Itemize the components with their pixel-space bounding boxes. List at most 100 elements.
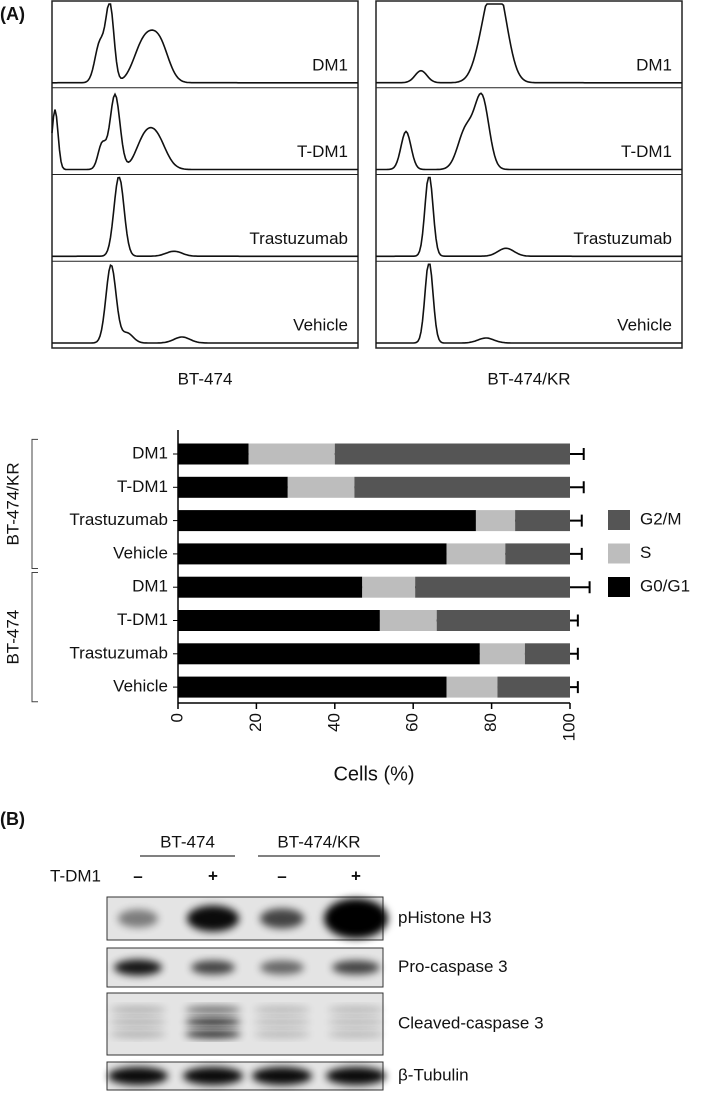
bar-segment <box>287 476 355 498</box>
x-tick-label: 60 <box>403 713 422 732</box>
blot-band <box>328 1018 384 1026</box>
trace-label: Vehicle <box>617 316 672 335</box>
blot-band <box>183 1067 243 1085</box>
y-tick-label: T-DM1 <box>117 477 168 496</box>
blot-band <box>254 1018 310 1026</box>
bar-segment <box>334 443 570 465</box>
blot-band <box>260 960 304 975</box>
trace-label: DM1 <box>312 55 348 74</box>
bar-segment <box>515 510 570 532</box>
legend-label: G2/M <box>640 509 682 528</box>
error-bar <box>570 481 585 494</box>
legend-swatch <box>608 543 630 564</box>
blot-group-label: BT-474 <box>160 832 215 851</box>
histogram-curve <box>52 3 358 84</box>
x-axis-title: Cells (%) <box>333 763 414 785</box>
blot-band <box>185 1018 241 1026</box>
y-tick-label: Vehicle <box>113 543 168 562</box>
x-tick-label: 0 <box>167 713 186 722</box>
blot-group-label: BT-474/KR <box>277 832 360 851</box>
group-bracket <box>31 572 38 703</box>
lane-sign: + <box>351 866 361 885</box>
blot-band <box>260 908 304 929</box>
bar-segment <box>524 643 570 665</box>
blot-band <box>110 1006 166 1014</box>
y-tick-label: DM1 <box>132 443 168 462</box>
error-bar <box>570 647 579 660</box>
blot-band <box>185 1006 241 1014</box>
trace-label: T-DM1 <box>621 142 672 161</box>
histogram-curve <box>52 263 358 344</box>
histogram-curve <box>376 3 682 84</box>
group-label: BT-474/KR <box>3 462 22 545</box>
error-bar <box>570 448 585 460</box>
bar-segment <box>446 676 498 698</box>
y-tick-label: Vehicle <box>113 677 168 696</box>
bar-segment <box>415 576 570 598</box>
legend-swatch <box>608 577 630 597</box>
blot-band <box>332 960 380 975</box>
bar-segment <box>379 610 437 631</box>
blot-band <box>328 1006 384 1014</box>
lane-sign: + <box>208 866 218 885</box>
bar-segment <box>475 510 516 532</box>
legend-label: S <box>640 543 651 562</box>
x-tick-label: 40 <box>324 713 343 732</box>
error-bar <box>570 614 579 627</box>
blot-band <box>110 1018 166 1026</box>
band-label: Cleaved-caspase 3 <box>398 1013 544 1032</box>
blot-band <box>252 1067 312 1085</box>
bar-segment <box>178 643 480 665</box>
bar-segment <box>178 576 363 598</box>
bar-segment <box>497 676 570 698</box>
error-bar <box>570 581 591 594</box>
bar-segment <box>505 543 570 565</box>
histogram-curve <box>376 92 682 171</box>
blot-band <box>328 1030 384 1038</box>
trace-label: Vehicle <box>293 316 348 335</box>
trace-label: Trastuzumab <box>573 229 672 248</box>
error-bar <box>570 681 579 694</box>
y-tick-label: Trastuzumab <box>69 643 168 662</box>
bar-segment <box>362 576 416 598</box>
panel-label: (B) <box>0 809 25 829</box>
treatment-label: T-DM1 <box>50 866 101 885</box>
bar-segment <box>479 643 525 665</box>
y-tick-label: T-DM1 <box>117 610 168 629</box>
legend-label: G0/G1 <box>640 576 690 595</box>
histogram-curve <box>376 263 682 344</box>
error-bar <box>570 514 583 527</box>
bar-segment <box>178 510 476 532</box>
bar-segment <box>178 610 380 631</box>
x-tick-label: 20 <box>246 713 265 732</box>
bar-segment <box>436 610 570 631</box>
blot-band <box>118 909 158 928</box>
lane-sign: – <box>277 866 286 885</box>
blot-band <box>254 1030 310 1038</box>
bar-segment <box>446 543 506 565</box>
blot-band <box>187 905 239 932</box>
bar-segment <box>248 443 335 465</box>
lane-sign: – <box>133 866 142 885</box>
panel-label: (A) <box>0 4 25 24</box>
error-bar <box>570 547 583 560</box>
trace-label: Trastuzumab <box>249 229 348 248</box>
bar-segment <box>178 476 288 498</box>
bar-segment <box>178 676 447 698</box>
blot-band <box>110 1030 166 1038</box>
cell-line-label: BT-474/KR <box>487 369 570 388</box>
legend-swatch <box>608 510 630 530</box>
x-tick-label: 100 <box>559 713 578 741</box>
band-label: pHistone H3 <box>398 908 492 927</box>
blot-band <box>326 1067 386 1085</box>
blot-band <box>324 898 388 939</box>
histogram-curve <box>52 176 358 258</box>
x-tick-label: 80 <box>481 713 500 732</box>
blot-band <box>108 1067 168 1085</box>
y-tick-label: Trastuzumab <box>69 510 168 529</box>
band-label: β-Tubulin <box>398 1065 469 1084</box>
trace-label: T-DM1 <box>297 142 348 161</box>
bar-segment <box>178 543 447 565</box>
histogram-curve <box>51 92 358 171</box>
